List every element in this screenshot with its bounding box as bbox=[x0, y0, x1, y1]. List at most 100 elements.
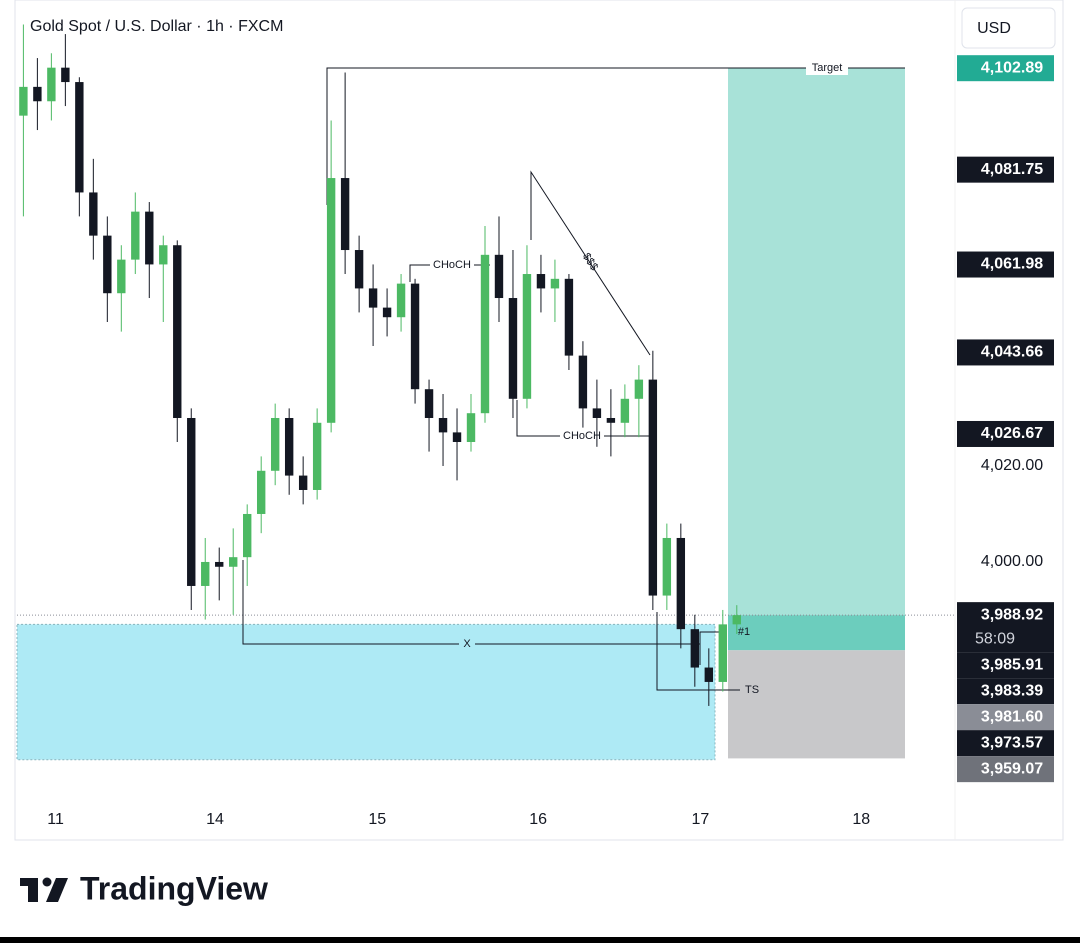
zones bbox=[16, 68, 955, 761]
candle-body bbox=[159, 245, 168, 265]
label-bg bbox=[560, 429, 604, 443]
target-zone bbox=[728, 68, 905, 616]
candle-body bbox=[326, 178, 336, 423]
stop-zone bbox=[728, 650, 905, 759]
candle-body bbox=[494, 254, 504, 299]
price-label-box bbox=[957, 55, 1054, 82]
candle-body bbox=[662, 537, 672, 596]
candle-body bbox=[173, 245, 182, 418]
annotation: Target bbox=[812, 62, 843, 74]
candle-body bbox=[676, 537, 686, 630]
price-label: 3,973.57 bbox=[981, 734, 1043, 751]
y-tick-label: 4,020.00 bbox=[981, 457, 1043, 474]
candle-body bbox=[718, 624, 727, 682]
currency-button[interactable] bbox=[961, 7, 1056, 49]
candle-body bbox=[229, 557, 238, 567]
y-tick-label: 4,000.00 bbox=[981, 553, 1043, 570]
price-label-box bbox=[957, 730, 1054, 757]
candle-body bbox=[354, 250, 364, 289]
candle-body bbox=[480, 254, 490, 414]
price-label-box bbox=[957, 652, 1054, 679]
x-tick-label: 15 bbox=[368, 811, 386, 828]
candles bbox=[19, 24, 741, 706]
candle-body bbox=[564, 278, 574, 356]
candle-body bbox=[33, 86, 42, 102]
candle-body bbox=[243, 513, 252, 558]
candle-body bbox=[452, 432, 462, 442]
candle-body bbox=[19, 86, 28, 116]
label-bg bbox=[430, 258, 474, 272]
candle-body bbox=[201, 561, 210, 586]
candle-body bbox=[508, 298, 518, 399]
candle-body bbox=[690, 629, 700, 668]
price-label: 3,981.60 bbox=[981, 708, 1043, 725]
candle-body bbox=[145, 211, 154, 265]
demand-zone bbox=[16, 623, 716, 761]
candle-body bbox=[340, 178, 350, 251]
entry-zone bbox=[728, 615, 905, 651]
price-label-box bbox=[957, 251, 1054, 278]
logo-dot bbox=[42, 877, 52, 887]
candle-body bbox=[117, 259, 126, 294]
candle-body bbox=[578, 355, 588, 409]
currency[interactable]: USD bbox=[977, 20, 1011, 37]
candle-body bbox=[396, 283, 406, 318]
candle-body bbox=[131, 211, 140, 260]
candle-body bbox=[550, 278, 560, 289]
candle-body bbox=[298, 475, 308, 490]
x-tick-label: 17 bbox=[692, 811, 710, 828]
x-tick-label: 11 bbox=[47, 811, 64, 828]
price-label-box bbox=[957, 602, 1054, 653]
label-bg bbox=[459, 637, 475, 651]
candle-body bbox=[732, 615, 741, 625]
price-label-box bbox=[957, 678, 1054, 705]
annotation: TS bbox=[745, 684, 759, 696]
annotation: X bbox=[463, 638, 471, 650]
candle-body bbox=[606, 417, 616, 423]
annotation: #1 bbox=[738, 626, 750, 638]
candle-body bbox=[61, 67, 70, 83]
candle-body bbox=[284, 417, 294, 476]
price-countdown: 58:09 bbox=[975, 630, 1015, 647]
annotation: CHoCH bbox=[433, 259, 471, 271]
candle-body bbox=[215, 561, 224, 567]
price-label-box bbox=[957, 756, 1054, 783]
candle-body bbox=[270, 417, 280, 471]
x-tick-label: 14 bbox=[206, 811, 224, 828]
candle-body bbox=[89, 192, 98, 236]
candle-body bbox=[704, 667, 714, 682]
choch-line bbox=[516, 400, 650, 437]
x-line bbox=[242, 560, 700, 645]
candle-body bbox=[536, 274, 546, 289]
candle-body bbox=[438, 417, 448, 433]
liquidity-line bbox=[530, 170, 651, 356]
entry-line bbox=[699, 631, 725, 665]
price-label-box bbox=[957, 339, 1054, 366]
target-line bbox=[326, 67, 905, 205]
candle-body bbox=[620, 398, 630, 423]
logo-stem bbox=[28, 878, 38, 902]
symbol-title: Gold Spot / U.S. Dollar · 1h · FXCM bbox=[30, 18, 283, 35]
candle-body bbox=[522, 274, 532, 399]
bottom-bar bbox=[0, 937, 1080, 943]
candle-body bbox=[103, 235, 112, 294]
price-label: 3,985.91 bbox=[981, 656, 1043, 673]
price-label-box bbox=[957, 156, 1054, 183]
price-label: 4,043.66 bbox=[981, 344, 1043, 361]
brand-logo bbox=[20, 877, 68, 902]
candle-body bbox=[634, 379, 644, 399]
candle-body bbox=[592, 408, 602, 418]
price-label: 4,102.89 bbox=[981, 59, 1043, 76]
candle-body bbox=[424, 389, 434, 418]
brand: TradingView bbox=[80, 870, 268, 906]
candle-body bbox=[382, 307, 392, 318]
price-label-box bbox=[957, 704, 1054, 731]
x-tick-label: 16 bbox=[529, 811, 547, 828]
candle-body bbox=[648, 379, 658, 596]
candle-body bbox=[368, 288, 378, 308]
price-label: 3,983.39 bbox=[981, 682, 1043, 699]
x-tick-label: 18 bbox=[852, 811, 870, 828]
price-label: 3,988.92 bbox=[981, 606, 1043, 623]
logo-slash bbox=[46, 878, 68, 902]
